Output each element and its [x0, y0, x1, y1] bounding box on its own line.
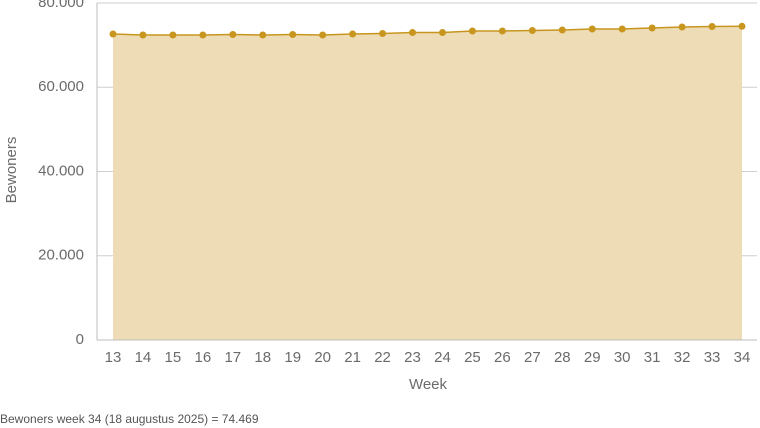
x-tick-label: 16 — [195, 349, 212, 366]
x-tick-label: 15 — [165, 349, 182, 366]
x-tick-label: 29 — [584, 349, 601, 366]
point — [438, 28, 446, 36]
line — [112, 25, 743, 36]
y-tick-label: 20.000 — [38, 247, 84, 264]
x-tick-label: 13 — [105, 349, 122, 366]
point — [289, 31, 297, 39]
point — [379, 29, 387, 37]
point — [498, 27, 506, 35]
y-tick-label: 40.000 — [38, 162, 84, 179]
point — [708, 23, 716, 31]
y-tick-label: 0 — [76, 331, 84, 348]
point — [109, 30, 117, 38]
x-tick-label: 30 — [614, 349, 631, 366]
x-tick-label: 17 — [224, 349, 241, 366]
area — [113, 26, 742, 340]
point — [678, 23, 686, 31]
point — [738, 22, 746, 30]
point — [648, 24, 656, 32]
point — [229, 31, 237, 39]
x-tick-label: 21 — [344, 349, 361, 366]
point — [468, 27, 476, 35]
x-tick-label: 32 — [674, 349, 691, 366]
y-axis-label: Bewoners — [3, 137, 20, 204]
footnote: Bewoners week 34 (18 augustus 2025) = 74… — [0, 412, 259, 426]
x-tick-label: 26 — [494, 349, 511, 366]
x-tick-label: 14 — [135, 349, 152, 366]
point — [528, 27, 536, 35]
x-tick-label: 18 — [254, 349, 271, 366]
x-tick-label: 22 — [374, 349, 391, 366]
x-tick-label: 31 — [644, 349, 661, 366]
y-tick-label: 60.000 — [38, 78, 84, 95]
point — [618, 25, 626, 33]
point — [409, 28, 417, 36]
point — [169, 31, 177, 39]
x-tick-label: 20 — [314, 349, 331, 366]
point — [259, 31, 267, 39]
x-tick-label: 33 — [704, 349, 721, 366]
point — [319, 31, 327, 39]
x-tick-label: 24 — [434, 349, 451, 366]
point — [349, 30, 357, 38]
x-tick-label: 28 — [554, 349, 571, 366]
point — [199, 31, 207, 39]
y-tick-label: 80.000 — [38, 0, 84, 11]
x-axis-label: Week — [409, 376, 448, 393]
x-tick-label: 34 — [734, 349, 751, 366]
x-tick-label: 27 — [524, 349, 541, 366]
point — [558, 26, 566, 34]
x-tick-label: 23 — [404, 349, 421, 366]
x-tick-label: 25 — [464, 349, 481, 366]
point — [588, 25, 596, 33]
x-tick-label: 19 — [284, 349, 301, 366]
point — [139, 31, 147, 39]
